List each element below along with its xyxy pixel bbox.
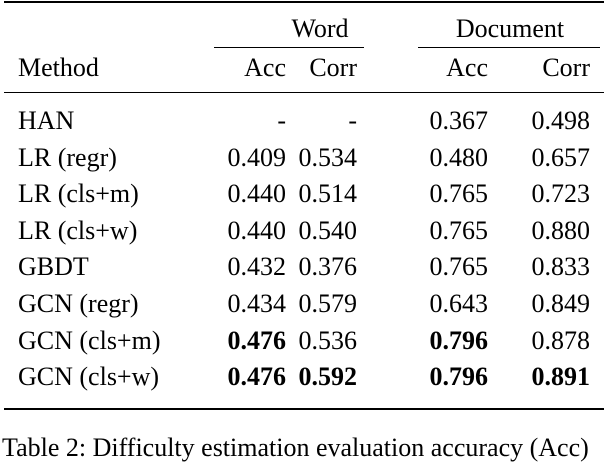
- column-header: Method: [18, 53, 99, 82]
- bottom-rule: [4, 408, 604, 410]
- method-cell: LR (regr): [18, 142, 117, 172]
- value-cell: 0.432: [227, 252, 287, 282]
- value-cell: 0.434: [227, 289, 287, 318]
- value-cell: -: [277, 106, 286, 135]
- value-cell: 0.540: [298, 215, 358, 245]
- header-rule: [4, 92, 604, 93]
- value-cell: 0.536: [298, 325, 358, 355]
- value-cell: 0.796: [429, 325, 489, 355]
- method-cell: LR (cls+w): [18, 215, 138, 245]
- top-rule: [4, 1, 604, 3]
- value-cell: 0.796: [429, 362, 489, 392]
- value-cell: 0.765: [429, 179, 489, 209]
- value-cell: 0.376: [298, 252, 358, 282]
- value-cell: 0.765: [429, 252, 489, 282]
- method-cell: GBDT: [18, 252, 89, 282]
- method-cell: GCN (regr): [18, 289, 139, 318]
- column-header: Acc: [244, 53, 286, 82]
- table-caption: Table 2: Difficulty estimation evaluatio…: [2, 433, 589, 462]
- group-header-document: Document: [455, 14, 565, 43]
- method-cell: GCN (cls+m): [18, 325, 161, 355]
- value-cell: 0.849: [531, 289, 591, 318]
- value-cell: 0.514: [298, 179, 358, 209]
- document-cmidrule: [418, 47, 600, 48]
- value-cell: 0.723: [531, 179, 591, 209]
- value-cell: 0.878: [531, 325, 591, 355]
- value-cell: -: [348, 106, 357, 135]
- value-cell: 0.367: [429, 106, 489, 135]
- value-cell: 0.476: [227, 362, 287, 392]
- value-cell: 0.409: [227, 142, 287, 172]
- value-cell: 0.833: [531, 252, 591, 282]
- value-cell: 0.476: [227, 325, 287, 355]
- column-header: Corr: [542, 53, 590, 82]
- value-cell: 0.498: [531, 106, 591, 135]
- value-cell: 0.592: [298, 362, 358, 392]
- value-cell: 0.891: [531, 362, 591, 392]
- method-cell: LR (cls+m): [18, 179, 139, 209]
- value-cell: 0.657: [531, 142, 591, 172]
- column-header: Acc: [446, 53, 488, 82]
- value-cell: 0.880: [531, 215, 591, 245]
- word-cmidrule: [214, 47, 364, 48]
- value-cell: 0.440: [227, 215, 287, 245]
- value-cell: 0.534: [298, 142, 358, 172]
- value-cell: 0.765: [429, 215, 489, 245]
- method-cell: HAN: [18, 106, 75, 135]
- group-header-word: Word: [291, 14, 349, 43]
- value-cell: 0.579: [298, 289, 358, 318]
- method-cell: GCN (cls+w): [18, 362, 160, 392]
- value-cell: 0.440: [227, 179, 287, 209]
- column-header: Corr: [309, 53, 357, 82]
- value-cell: 0.480: [429, 142, 489, 172]
- value-cell: 0.643: [429, 289, 489, 318]
